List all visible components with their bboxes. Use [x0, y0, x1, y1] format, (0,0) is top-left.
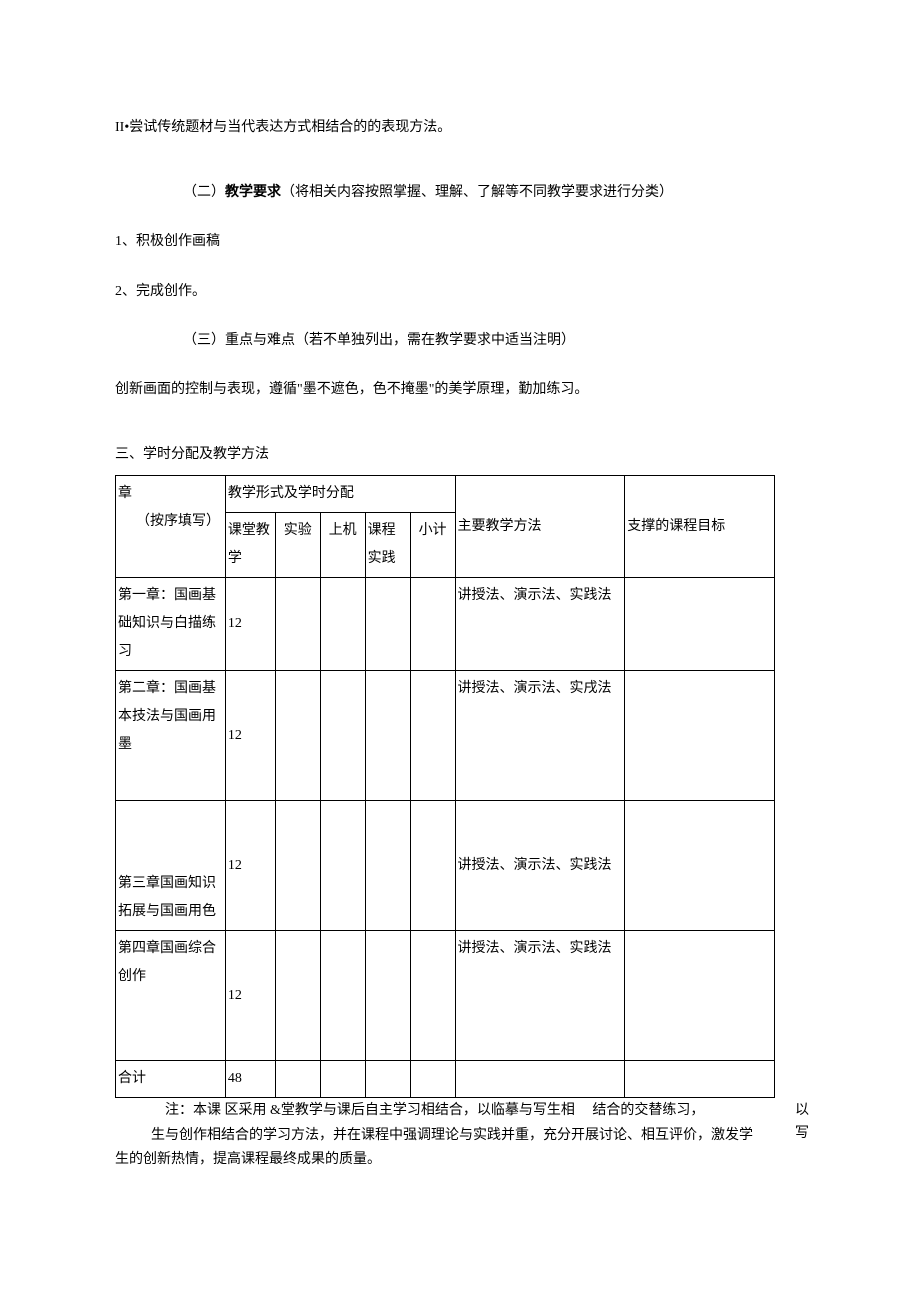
cell-lecture: 12 [225, 671, 275, 801]
note-line3: 生的创新热情，提高课程最终成果的质量。 [115, 1149, 805, 1171]
hours-table: 章 （按序填写） 教学形式及学时分配 主要教学方法 支撑的课程目标 课堂教学 实… [115, 475, 775, 1098]
th-computer: 上机 [320, 513, 365, 578]
section2-prefix: （二） [183, 185, 225, 200]
section2-heading: （二）教学要求（将相关内容按照掌握、理解、了解等不同教学要求进行分类） [115, 180, 805, 205]
note-block: 注：本课 区采用 &堂教学与课后自主学习相结合，以临摹与写生相 结合的交替练习，… [115, 1100, 805, 1171]
th-chapter-l2: （按序填写） [118, 514, 220, 529]
th-chapter-l1: 章 [118, 486, 132, 501]
th-lecture: 课堂教学 [225, 513, 275, 578]
cell-computer [320, 671, 365, 801]
th-goals: 支撑的课程目标 [625, 476, 775, 578]
note-right1: 以 [795, 1100, 809, 1122]
th-methods: 主要教学方法 [455, 476, 625, 578]
th-practice: 课程实践 [365, 513, 410, 578]
main-section-title: 三、学时分配及教学方法 [115, 442, 805, 467]
cell-chapter: 第三章国画知识拓展与国画用色 [116, 801, 226, 931]
cell-practice [365, 801, 410, 931]
cell-goals [625, 801, 775, 931]
cell-empty [410, 1061, 455, 1098]
cell-methods: 讲授法、演示法、实戌法 [455, 671, 625, 801]
cell-computer [320, 801, 365, 931]
cell-empty [320, 1061, 365, 1098]
section2-suffix: （将相关内容按照掌握、理解、了解等不同教学要求进行分类） [281, 185, 673, 200]
cell-practice [365, 578, 410, 671]
cell-practice [365, 931, 410, 1061]
th-form-header: 教学形式及学时分配 [225, 476, 455, 513]
cell-chapter: 第四章国画综合创作 [116, 931, 226, 1061]
th-subtotal: 小计 [410, 513, 455, 578]
cell-lecture: 12 [225, 931, 275, 1061]
cell-subtotal [410, 931, 455, 1061]
note-line1: 注：本课 区采用 &堂教学与课后自主学习相结合，以临摹与写生相 结合的交替练习， [115, 1100, 805, 1122]
cell-empty [455, 1061, 625, 1098]
cell-computer [320, 931, 365, 1061]
cell-empty [625, 1061, 775, 1098]
cell-subtotal [410, 801, 455, 931]
cell-lab [275, 671, 320, 801]
cell-goals [625, 578, 775, 671]
th-lab: 实验 [275, 513, 320, 578]
note-frag-a: 注：本课 [165, 1103, 221, 1118]
cell-empty [365, 1061, 410, 1098]
section3-heading: （三）重点与难点（若不单独列出，需在教学要求中适当注明） [115, 328, 805, 353]
cell-subtotal [410, 671, 455, 801]
cell-methods: 讲授法、演示法、实践法 [455, 578, 625, 671]
cell-subtotal [410, 578, 455, 671]
table-row: 第二章：国画基本技法与国画用墨 12 讲授法、演示法、实戌法 [116, 671, 775, 801]
total-row: 合计 48 [116, 1061, 775, 1098]
cell-goals [625, 931, 775, 1061]
cell-goals [625, 671, 775, 801]
header-row-1: 章 （按序填写） 教学形式及学时分配 主要教学方法 支撑的课程目标 [116, 476, 775, 513]
cell-lecture: 12 [225, 578, 275, 671]
cell-practice [365, 671, 410, 801]
note-line2: 生与创作相结合的学习方法，并在课程中强调理论与实践并重，充分开展讨论、相互评价，… [115, 1125, 805, 1147]
th-chapter: 章 （按序填写） [116, 476, 226, 578]
cell-empty [275, 1061, 320, 1098]
cell-lab [275, 578, 320, 671]
cell-total-lecture: 48 [225, 1061, 275, 1098]
table-row: 第四章国画综合创作 12 讲授法、演示法、实践法 [116, 931, 775, 1061]
cell-methods: 讲授法、演示法、实践法 [455, 801, 625, 931]
note-right-chars: 以 写 [795, 1100, 809, 1145]
section2-item2: 2、完成创作。 [115, 279, 805, 304]
note-frag-b: 区采用 [225, 1103, 267, 1118]
cell-lecture: 12 [225, 801, 275, 931]
cell-methods: 讲授法、演示法、实践法 [455, 931, 625, 1061]
cell-chapter: 第二章：国画基本技法与国画用墨 [116, 671, 226, 801]
section3-body: 创新画面的控制与表现，遵循"墨不遮色，色不掩墨"的美学原理，勤加练习。 [115, 377, 805, 402]
table-row: 第一章：国画基础知识与白描练习 12 讲授法、演示法、实践法 [116, 578, 775, 671]
cell-lab [275, 931, 320, 1061]
table-row: 第三章国画知识拓展与国画用色 12 讲授法、演示法、实践法 [116, 801, 775, 931]
cell-computer [320, 578, 365, 671]
section2-item1: 1、积极创作画稿 [115, 229, 805, 254]
note-frag-c: &堂教学与课后自主学习相结合，以临摹与写生相 [270, 1103, 575, 1118]
cell-total-label: 合计 [116, 1061, 226, 1098]
cell-lab [275, 801, 320, 931]
section2-bold: 教学要求 [225, 185, 281, 200]
note-frag-d: 结合的交替练习， [592, 1103, 704, 1118]
cell-chapter: 第一章：国画基础知识与白描练习 [116, 578, 226, 671]
note-right2: 写 [795, 1123, 809, 1145]
intro-line: II•尝试传统题材与当代表达方式相结合的的表现方法。 [115, 115, 805, 140]
